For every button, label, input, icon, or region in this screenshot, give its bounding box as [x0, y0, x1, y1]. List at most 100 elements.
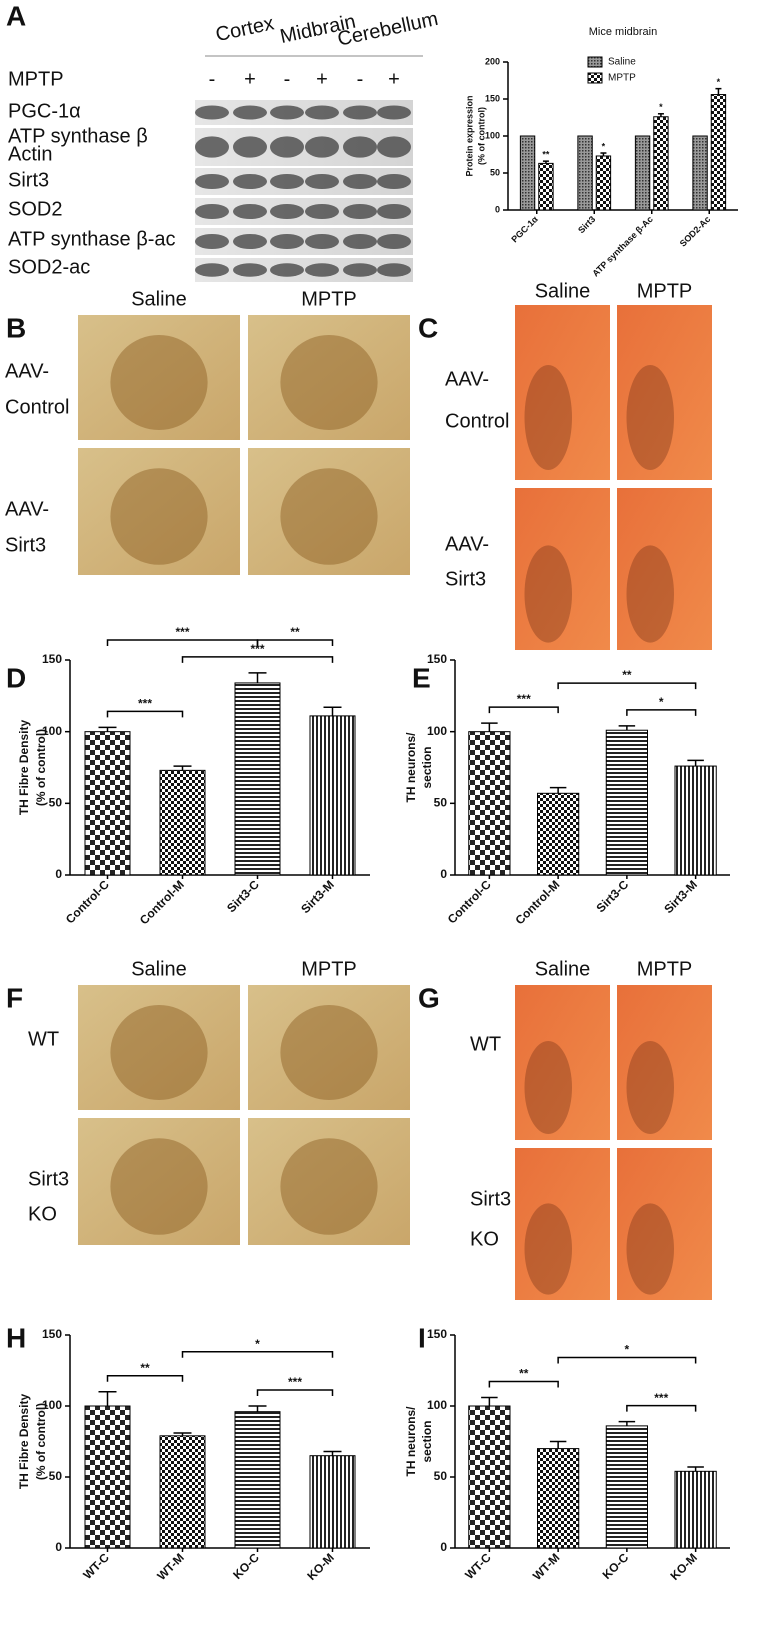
- bar: [605, 1425, 648, 1549]
- x-tick-label: Sirt3-M: [661, 877, 700, 916]
- significance: *: [659, 102, 663, 112]
- y-tick-label: 150: [42, 652, 62, 666]
- bracket: [626, 709, 697, 716]
- bar: [84, 1405, 131, 1549]
- row-label: Sirt3: [28, 1168, 69, 1190]
- micrograph: [248, 315, 410, 440]
- bar: [674, 765, 717, 876]
- y-tick-label: 100: [485, 130, 500, 140]
- y-axis-label: (% of control): [476, 107, 486, 165]
- micrograph: [78, 448, 240, 575]
- x-tick-label: KO-C: [600, 1550, 632, 1582]
- bracket: [106, 710, 184, 718]
- bracket: [181, 1351, 334, 1358]
- legend-label: Saline: [608, 57, 636, 68]
- panel-letter: G: [418, 982, 440, 1013]
- micrograph: [515, 488, 610, 650]
- micrograph: [617, 1148, 712, 1300]
- blot-band: [343, 105, 377, 120]
- blot-band: [305, 105, 339, 120]
- significance: *: [659, 695, 664, 709]
- y-tick-label: 0: [55, 867, 62, 881]
- blot-band: [377, 263, 411, 277]
- y-tick-label: 50: [49, 796, 63, 810]
- micrograph: [617, 985, 712, 1140]
- y-axis-label: section: [420, 1420, 434, 1462]
- micrograph: [617, 305, 712, 480]
- y-axis-label: section: [420, 746, 434, 788]
- panel-letter: A: [6, 0, 26, 31]
- blot-band: [270, 173, 304, 190]
- blot-band: [233, 136, 267, 158]
- significance: **: [290, 625, 300, 639]
- blot-band: [305, 136, 339, 158]
- y-tick-label: 100: [42, 1398, 62, 1412]
- bracket: [256, 639, 334, 646]
- panel-letter: E: [412, 662, 431, 693]
- column-header: Saline: [131, 958, 187, 980]
- blot-band: [305, 233, 339, 250]
- blot-band: [305, 203, 339, 220]
- row-label: AAV-: [5, 498, 49, 520]
- tissue: [524, 365, 572, 470]
- blot-band: [233, 105, 267, 120]
- blot-band: [233, 203, 267, 220]
- row-label: Sirt3: [5, 534, 46, 556]
- tissue: [524, 545, 572, 643]
- blot-band: [195, 263, 229, 277]
- bar: [538, 162, 554, 211]
- bar: [159, 1435, 206, 1549]
- row-label: SOD2-ac: [8, 256, 90, 278]
- bracket: [106, 1375, 184, 1382]
- y-tick-label: 150: [42, 1327, 62, 1341]
- bar: [159, 769, 206, 876]
- panel-letter: H: [6, 1322, 26, 1353]
- tissue: [626, 365, 674, 470]
- bar: [653, 116, 669, 211]
- bar: [309, 715, 356, 876]
- sign: +: [316, 68, 328, 90]
- blot-band: [233, 263, 267, 277]
- y-tick-label: 200: [485, 56, 500, 66]
- micrograph: [515, 305, 610, 480]
- y-axis-label: (% of control): [34, 729, 48, 806]
- blot-band: [195, 105, 229, 120]
- sign: -: [209, 68, 216, 90]
- blot-band: [195, 173, 229, 190]
- blot-band: [195, 203, 229, 220]
- bracket: [557, 682, 697, 690]
- significance: *: [255, 1337, 260, 1351]
- bar: [234, 682, 281, 876]
- x-tick-label: ATP synthase β-Ac: [590, 214, 654, 278]
- tissue: [280, 1005, 378, 1100]
- micrograph: [78, 315, 240, 440]
- x-tick-label: Sirt3-C: [224, 877, 262, 915]
- row-label: ATP synthase β: [8, 125, 148, 147]
- tissue: [524, 1203, 572, 1295]
- legend-label: MPTP: [608, 73, 636, 84]
- micrograph: [515, 985, 610, 1140]
- sign: +: [244, 68, 256, 90]
- row-label: Control: [445, 410, 509, 432]
- blot-band: [270, 263, 304, 277]
- bracket: [626, 1404, 697, 1412]
- row-label: PGC-1α: [8, 100, 81, 122]
- micrograph: [248, 1118, 410, 1245]
- bar: [537, 1448, 580, 1549]
- region-label: Cortex: [214, 12, 276, 46]
- blot-band: [343, 263, 377, 277]
- significance: ***: [138, 697, 152, 711]
- blot-band: [343, 136, 377, 158]
- significance: **: [140, 1361, 150, 1375]
- panel-letter: I: [418, 1322, 426, 1353]
- x-tick-label: WT-C: [462, 1550, 494, 1582]
- x-tick-label: WT-M: [530, 1550, 563, 1583]
- blot-band: [233, 233, 267, 250]
- significance: ***: [288, 1375, 302, 1389]
- row-label: WT: [28, 1028, 59, 1050]
- row-label: Sirt3: [470, 1188, 511, 1210]
- significance: **: [622, 668, 632, 682]
- blot-band: [270, 105, 304, 120]
- bar: [468, 1405, 511, 1549]
- column-header: MPTP: [301, 958, 357, 980]
